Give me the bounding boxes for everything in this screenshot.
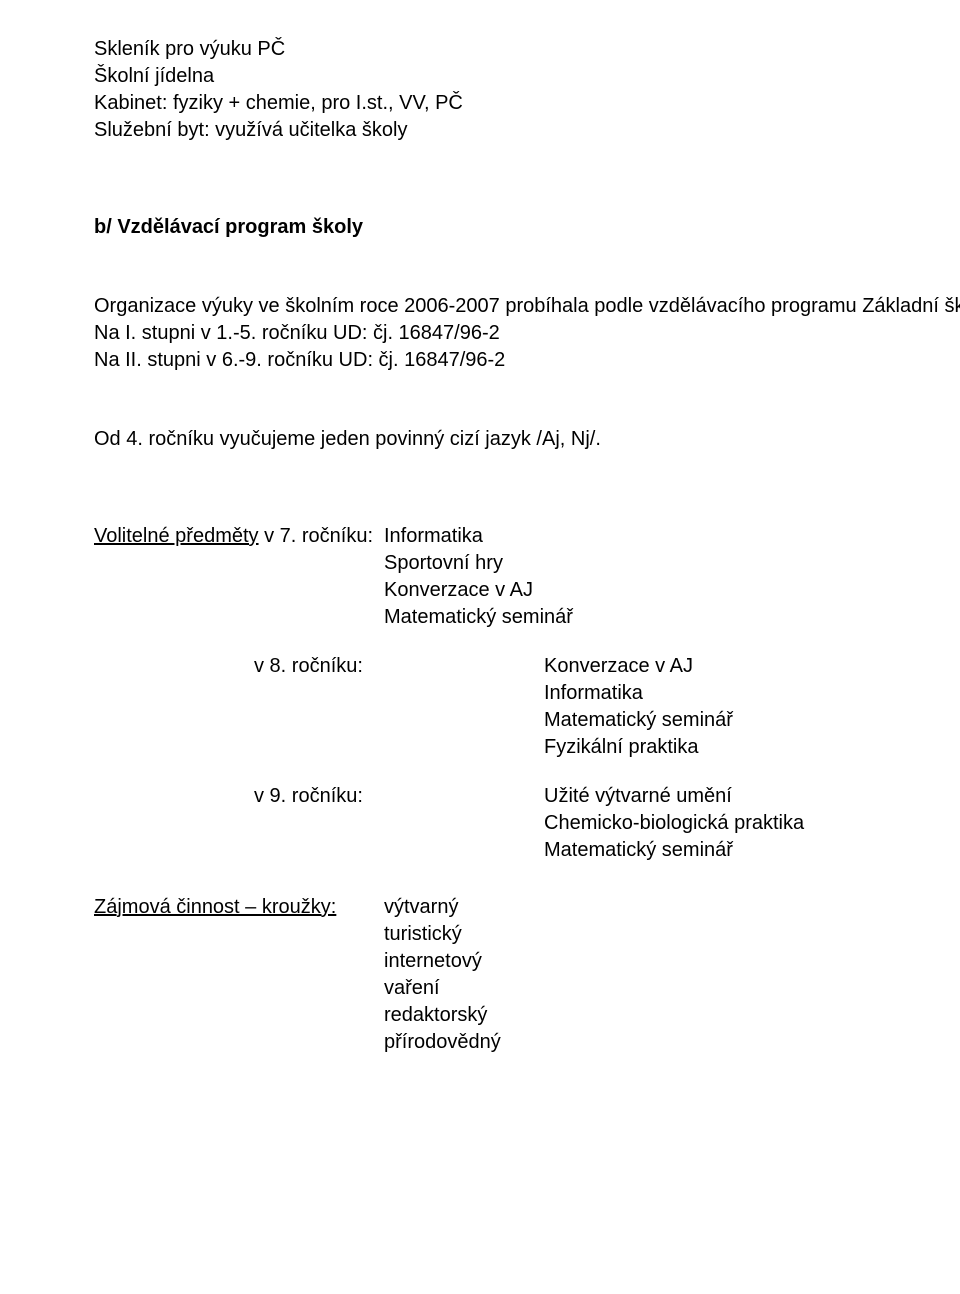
krouzky-item: internetový [384, 948, 960, 975]
krouzky-left: Zájmová činnost – kroužky: [94, 894, 384, 921]
top-line: Školní jídelna [94, 63, 960, 90]
krouzky-row: Zájmová činnost – kroužky: výtvarný turi… [94, 894, 960, 1056]
top-line: Služební byt: využívá učitelka školy [94, 117, 960, 144]
volitelne-label: Volitelné předměty [94, 525, 259, 547]
v9-item: Matematický seminář [544, 837, 960, 864]
v7-prefix: v 7. ročníku: [259, 525, 374, 547]
v8-prefix: v 8. ročníku: [254, 655, 363, 677]
v8-item: Fyzikální praktika [544, 734, 960, 761]
od4-line: Od 4. ročníku vyučujeme jeden povinný ci… [94, 426, 960, 453]
section-b-body: Organizace výuky ve školním roce 2006-20… [94, 293, 960, 374]
v7-item: Konverzace v AJ [384, 577, 960, 604]
v7-item: Matematický seminář [384, 604, 960, 631]
volitelne-v8-row: v 8. ročníku: Konverzace v AJ Informatik… [94, 653, 960, 761]
section-b-title: b/ Vzdělávací program školy [94, 216, 363, 238]
top-line: Skleník pro výuku PČ [94, 36, 960, 63]
krouzky-item: turistický [384, 921, 960, 948]
volitelne-v7-items: Informatika Sportovní hry Konverzace v A… [384, 523, 960, 631]
v8-item: Informatika [544, 680, 960, 707]
section-b-line: Na I. stupni v 1.-5. ročníku UD: čj. 168… [94, 320, 960, 347]
section-b-line: Na II. stupni v 6.-9. ročníku UD: čj. 16… [94, 347, 960, 374]
krouzky-item: výtvarný [384, 894, 960, 921]
krouzky-item: přírodovědný [384, 1029, 960, 1056]
volitelne-v7-row: Volitelné předměty v 7. ročníku: Informa… [94, 523, 960, 631]
v9-item: Užité výtvarné umění [544, 783, 960, 810]
volitelne-v9-items: Užité výtvarné umění Chemicko-biologická… [544, 783, 960, 864]
v8-item: Konverzace v AJ [544, 653, 960, 680]
section-b-heading: b/ Vzdělávací program školy [94, 214, 960, 241]
section-b-line: Organizace výuky ve školním roce 2006-20… [94, 293, 960, 320]
volitelne-v9-left: v 9. ročníku: [94, 783, 544, 810]
v7-item: Sportovní hry [384, 550, 960, 577]
volitelne-v8-items: Konverzace v AJ Informatika Matematický … [544, 653, 960, 761]
v8-item: Matematický seminář [544, 707, 960, 734]
od4-text: Od 4. ročníku vyučujeme jeden povinný ci… [94, 426, 960, 453]
top-lines-block: Skleník pro výuku PČ Školní jídelna Kabi… [94, 36, 960, 144]
volitelne-v9-row: v 9. ročníku: Užité výtvarné umění Chemi… [94, 783, 960, 864]
krouzky-label: Zájmová činnost – kroužky: [94, 896, 336, 918]
volitelne-v7-left: Volitelné předměty v 7. ročníku: [94, 523, 384, 550]
top-line: Kabinet: fyziky + chemie, pro I.st., VV,… [94, 90, 960, 117]
krouzky-items: výtvarný turistický internetový vaření r… [384, 894, 960, 1056]
krouzky-item: vaření [384, 975, 960, 1002]
v7-item: Informatika [384, 523, 960, 550]
krouzky-item: redaktorský [384, 1002, 960, 1029]
volitelne-v8-left: v 8. ročníku: [94, 653, 544, 680]
v9-item: Chemicko-biologická praktika [544, 810, 960, 837]
v9-prefix: v 9. ročníku: [254, 785, 363, 807]
